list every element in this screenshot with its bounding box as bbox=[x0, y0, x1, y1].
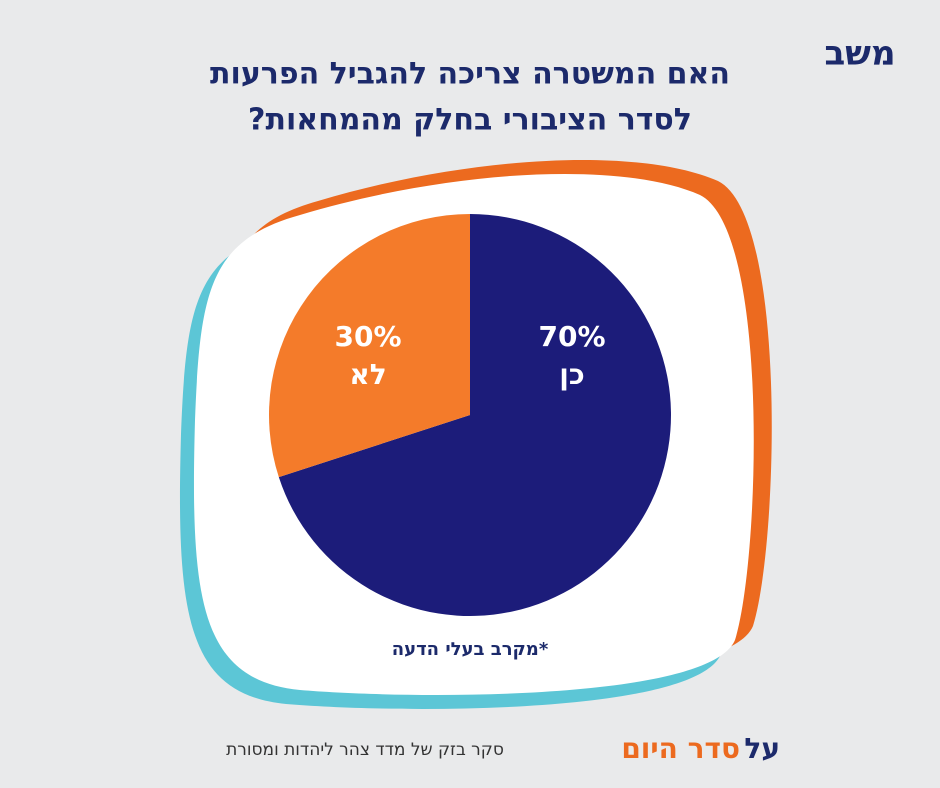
chart-title: האם המשטרה צריכה להגביל הפרעות bbox=[210, 57, 730, 92]
logo: משב bbox=[824, 34, 895, 74]
pie-slice bbox=[278, 214, 671, 616]
note: *מקרב בעלי הדעה bbox=[392, 639, 549, 660]
chart-title: לסדר הציבורי בחלק מהמחאות? bbox=[248, 103, 692, 138]
slice-label: לא bbox=[349, 358, 386, 391]
pie-slice bbox=[269, 214, 470, 478]
value-label: 30% bbox=[334, 320, 401, 353]
source: סקר בזק של מדד צהר ליהדות ומסורת bbox=[226, 740, 504, 760]
value-label: 70% bbox=[538, 320, 605, 353]
slice-label: כן bbox=[559, 358, 584, 391]
pie: 70% כן 30% לא bbox=[269, 214, 671, 616]
brand-prefix: על bbox=[744, 732, 780, 765]
brand-name: סדר היום bbox=[621, 732, 740, 765]
